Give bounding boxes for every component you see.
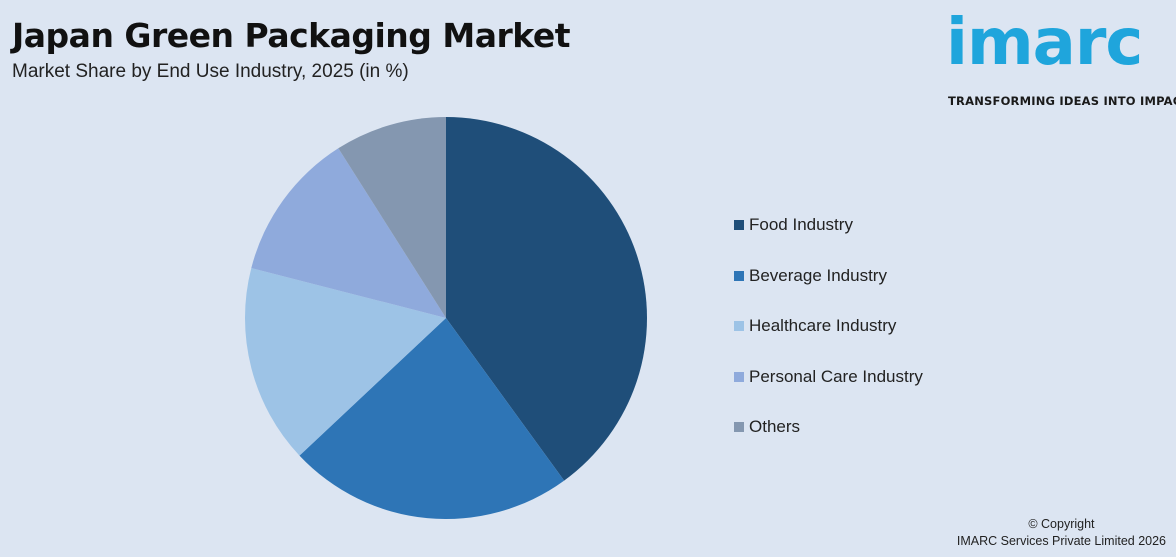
legend-swatch (734, 321, 744, 332)
legend-label: Others (749, 417, 801, 437)
legend-swatch (734, 371, 744, 382)
footer: © Copyright IMARC Services Private Limit… (957, 516, 1166, 550)
legend-label: Beverage Industry (749, 265, 887, 285)
logo-tagline: TRANSFORMING IDEAS INTO IMPACT (948, 94, 1176, 108)
legend-label: Food Industry (749, 215, 853, 235)
pie-slice-beverage-industry (299, 318, 565, 520)
chart-title: Japan Green Packaging Market (12, 16, 571, 55)
chart-legend: Food Industry Beverage Industry Healthcare… (734, 200, 923, 453)
legend-item: Healthcare Industry (734, 301, 923, 352)
legend-swatch (734, 422, 744, 433)
legend-item: Personal Care Industry (734, 352, 923, 403)
legend-item: Beverage Industry (734, 251, 923, 302)
pie-slice-healthcare-industry (245, 268, 446, 456)
legend-label: Personal Care Industry (749, 366, 923, 386)
footer-company: IMARC Services Private Limited 2026 (956, 534, 1166, 548)
legend-label: Healthcare Industry (749, 316, 897, 336)
chart-subtitle: Market Share by End Use Industry, 2025 (… (12, 61, 409, 82)
imarc-logo: imarc TRANSFORMING IDEAS INTO IMPACT (946, 6, 1176, 108)
legend-swatch (734, 220, 744, 231)
footer-copyright: © Copyright (1028, 517, 1095, 531)
logo-wordmark: imarc (946, 6, 1143, 80)
legend-item: Others (734, 402, 923, 453)
legend-item: Food Industry (734, 200, 923, 251)
pie-slice-food-industry (446, 117, 647, 481)
legend-swatch (734, 270, 744, 281)
pie-slice-personal-care-industry (251, 148, 446, 318)
pie-slice-others (338, 117, 446, 318)
